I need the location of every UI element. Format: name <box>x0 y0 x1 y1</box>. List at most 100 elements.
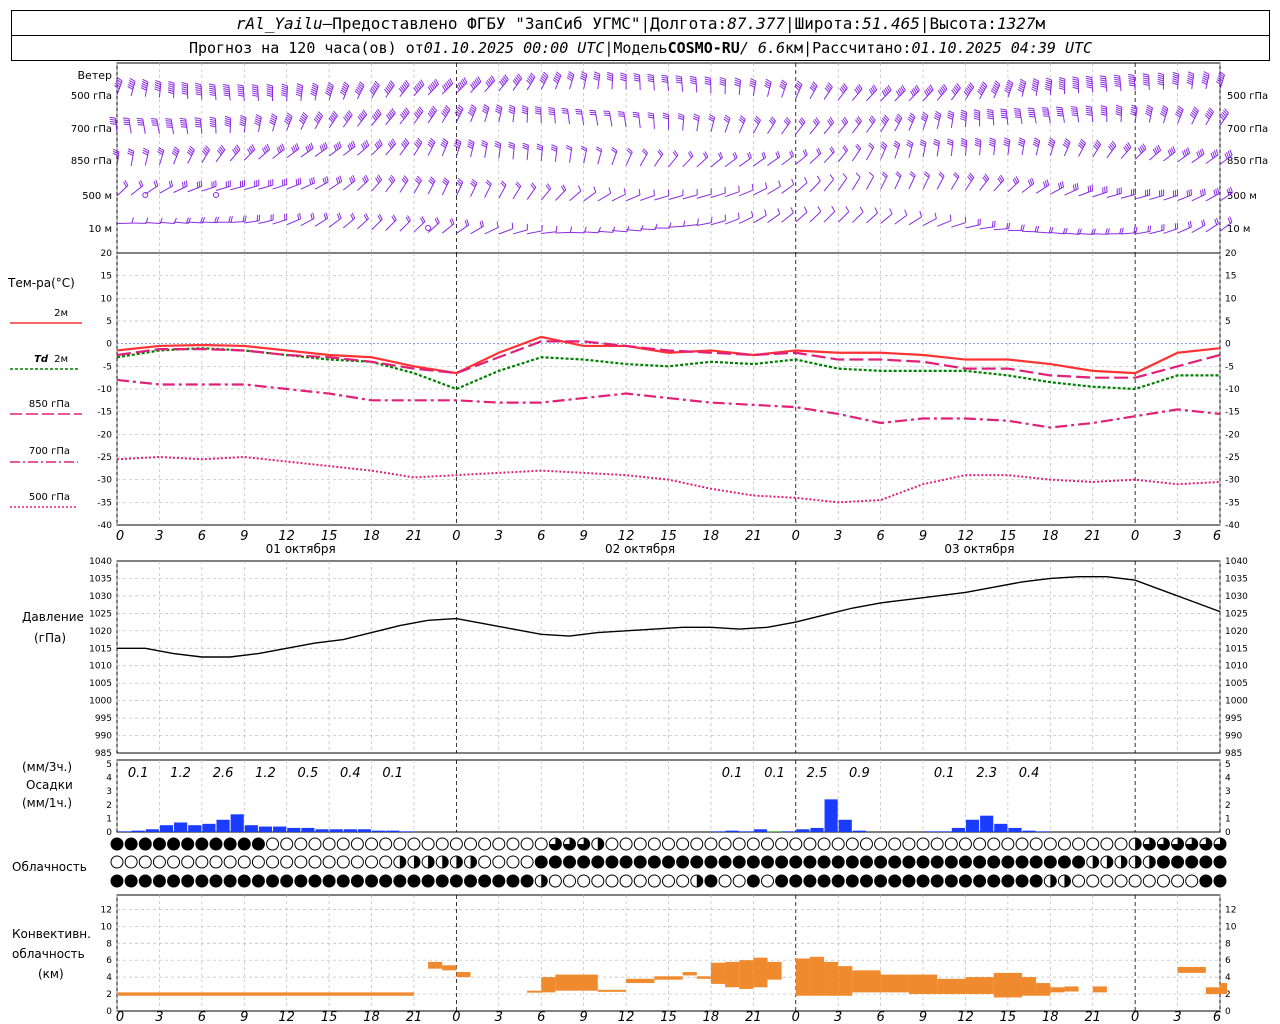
wind-barb-feather <box>856 117 861 124</box>
cloud-symbol <box>464 874 478 888</box>
wind-barb-feather <box>350 141 354 148</box>
wind-barb-feather <box>1115 106 1122 110</box>
wind-barb-feather <box>1178 105 1184 110</box>
wind-barb-feather <box>515 76 520 83</box>
wind-barb-feather <box>662 112 669 116</box>
wind-barb-feather <box>209 116 216 119</box>
pressure-ytick: 1030 <box>89 592 112 602</box>
wind-barb-feather <box>329 115 335 122</box>
wind-barb-feather <box>1014 177 1018 184</box>
wind-barb-feather <box>180 121 187 124</box>
wind-barb <box>1148 107 1153 123</box>
wind-barb-feather <box>1213 189 1216 196</box>
wind-barb-feather <box>536 147 543 151</box>
wind-barb-feather <box>565 147 572 151</box>
wind-barb <box>230 220 246 224</box>
wind-barb <box>286 148 300 159</box>
wind-barb-feather <box>842 146 847 153</box>
cloud-symbol <box>336 837 350 851</box>
wind-barb-feather <box>284 118 291 123</box>
wind-barb-feather <box>815 117 820 123</box>
wind-barb-feather <box>1119 227 1122 234</box>
wind-barb-feather <box>470 106 476 111</box>
wind-barb-feather <box>1142 75 1149 78</box>
wind-barb-feather <box>854 88 859 95</box>
time-label-bottom: 0 <box>1131 1010 1139 1024</box>
conv-ytick: 2 <box>1225 990 1231 1000</box>
wind-barb-feather <box>1216 217 1219 224</box>
cloud-symbol-fill <box>456 856 463 868</box>
wind-barb-feather <box>880 119 886 125</box>
conv-bar <box>555 974 598 991</box>
pressure-unit: (гПа) <box>34 631 66 645</box>
wind-barb-feather <box>567 75 573 80</box>
wind-barb <box>908 116 916 131</box>
precip-ytick: 2 <box>106 801 112 811</box>
wind-barb <box>441 223 455 234</box>
precip-bar <box>838 819 852 832</box>
wind-barb <box>142 118 146 134</box>
wind-barb-feather <box>1223 110 1228 116</box>
wind-barb-feather <box>342 85 348 90</box>
cloud-symbol <box>577 874 591 888</box>
wind-barb <box>1205 154 1219 164</box>
time-label-bottom: 3 <box>834 1010 842 1024</box>
wind-barb-feather <box>617 111 624 113</box>
cloud-symbol <box>294 855 308 869</box>
wind-barb-feather <box>311 84 318 89</box>
wind-barb-feather <box>811 83 817 89</box>
cloud-symbol <box>350 837 364 851</box>
wind-barb-feather <box>682 220 686 227</box>
time-label: 3 <box>155 529 163 544</box>
wind-barb-feather <box>430 137 436 143</box>
wind-barb-feather <box>341 87 347 92</box>
wind-barb-feather <box>1131 106 1138 110</box>
wind-barb-feather <box>687 152 692 158</box>
wind-barb-feather <box>1182 150 1186 157</box>
wind-barb-feather <box>168 181 172 188</box>
wind-barb-feather <box>311 177 314 184</box>
wind-barb-feather <box>181 92 188 95</box>
wind-barb-feather <box>1076 228 1080 235</box>
wind-barb-feather <box>239 123 246 127</box>
wind-barb-feather <box>593 186 597 193</box>
wind-barb-feather <box>884 114 890 120</box>
wind-barb-feather <box>209 122 216 126</box>
wind-barb-feather <box>1062 143 1069 149</box>
precip-bar <box>711 831 725 832</box>
wind-barb <box>229 185 245 191</box>
wind-barb <box>597 230 613 233</box>
precip-bar <box>244 825 258 832</box>
wind-barb-feather <box>312 82 319 87</box>
wind-barb-feather <box>661 74 668 77</box>
wind-barb <box>357 145 370 156</box>
cloud-symbol <box>266 874 280 888</box>
wind-barb <box>541 231 557 234</box>
wind-barb <box>724 218 740 225</box>
wind-barb <box>965 86 975 100</box>
wind-barb-feather <box>799 118 805 125</box>
cloud-symbol <box>1156 874 1170 888</box>
wind-barb-feather <box>896 171 902 176</box>
wind-barb <box>385 179 396 193</box>
model-name: COSMO-RU <box>667 39 740 57</box>
wind-barb <box>1007 83 1014 98</box>
wind-barb-feather <box>477 76 482 82</box>
wind-barb-feather <box>472 178 478 184</box>
wind-barb <box>1047 108 1051 124</box>
wind-barb <box>640 228 656 231</box>
wind-barb-feather <box>391 108 396 114</box>
wind-barb-feather <box>540 77 546 83</box>
cloud-symbol <box>591 855 605 869</box>
cloud-symbol <box>732 837 746 851</box>
wind-barb <box>567 109 571 125</box>
time-label-bottom: 3 <box>495 1010 503 1024</box>
wind-barb-feather <box>845 206 850 212</box>
wind-barb-feather <box>801 117 806 123</box>
wind-barb-feather <box>508 110 515 115</box>
wind-barb-feather <box>483 104 490 109</box>
cloud-symbol <box>746 874 760 888</box>
wind-barb <box>1092 191 1108 198</box>
wind-barb-feather <box>697 218 699 225</box>
